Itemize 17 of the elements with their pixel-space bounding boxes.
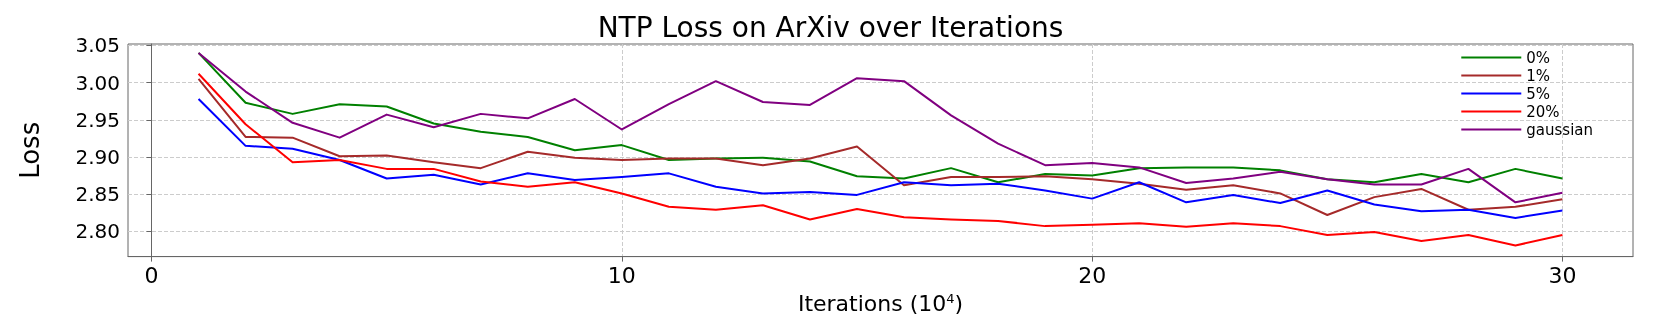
legend-label: 5% bbox=[1526, 84, 1551, 103]
x-tick-label: 20 bbox=[1078, 263, 1107, 289]
y-tick-label: 3.05 bbox=[75, 33, 120, 58]
y-axis-title: Loss bbox=[15, 121, 45, 179]
chart-title: NTP Loss on ArXiv over Iterations bbox=[597, 10, 1064, 44]
legend-label: 1% bbox=[1526, 66, 1551, 85]
y-tick-label: 3.00 bbox=[75, 70, 120, 95]
legend-label: gaussian bbox=[1526, 120, 1593, 139]
y-tick-label: 2.85 bbox=[75, 182, 120, 207]
y-tick-label: 2.95 bbox=[75, 107, 120, 132]
legend-label: 0% bbox=[1526, 48, 1551, 67]
x-tick-label: 0 bbox=[144, 263, 159, 289]
x-tick-label: 30 bbox=[1548, 263, 1577, 289]
y-tick-label: 2.80 bbox=[75, 219, 120, 244]
y-tick-label: 2.90 bbox=[75, 144, 120, 169]
legend-label: 20% bbox=[1526, 102, 1560, 121]
x-tick-label: 10 bbox=[607, 263, 636, 289]
